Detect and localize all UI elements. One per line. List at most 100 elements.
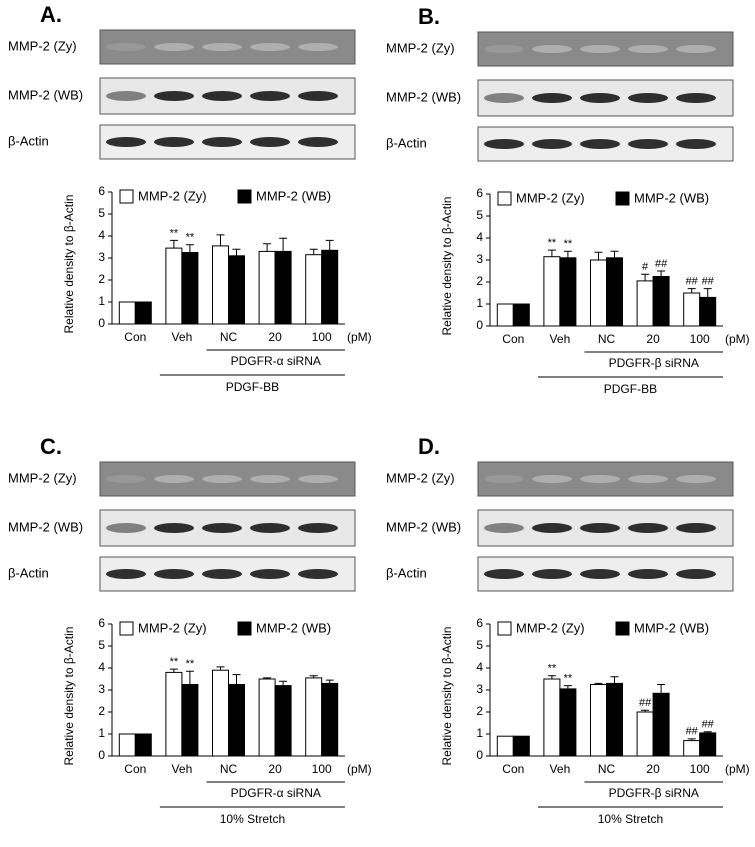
blot-band [676, 93, 716, 103]
panel: C. MMP-2 (Zy) MMP-2 (WB) β-Actin 0 1 2 3 4 5 6 Rela… [8, 434, 372, 826]
blot-band [250, 523, 290, 533]
error-bar [641, 709, 650, 712]
unit-label: (pM) [725, 762, 750, 776]
y-tick-label: 0 [476, 748, 483, 762]
blot-band [154, 569, 194, 579]
treatment-label: 10% Stretch [598, 812, 663, 826]
x-tick-label: 100 [312, 330, 332, 344]
blot-band [250, 43, 290, 51]
error-bar [185, 244, 194, 253]
blot-band [298, 523, 338, 533]
y-axis-label: Relative density to β-Actin [440, 197, 454, 336]
bar [606, 257, 623, 327]
bar [559, 257, 577, 327]
y-tick-label: 3 [476, 682, 483, 696]
legend-label: MMP-2 (WB) [256, 620, 331, 635]
blot-label: MMP-2 (Zy) [8, 470, 77, 485]
error-bar [169, 668, 178, 673]
bar [305, 677, 323, 757]
blot-band [580, 569, 620, 579]
bar [683, 740, 701, 757]
blot-band [628, 93, 668, 103]
bar [652, 276, 670, 327]
panel: A. MMP-2 (Zy) MMP-2 (WB) β-Actin 0 1 2 3 4 5 6 Rela… [8, 2, 372, 394]
x-tick-label: Veh [550, 762, 571, 776]
y-tick-label: 0 [476, 318, 483, 332]
blot-band [628, 475, 668, 483]
group-label: PDGFR-β siRNA [609, 786, 699, 800]
blot-band [106, 43, 146, 51]
significance-label: ** [548, 663, 557, 675]
blot-band [484, 139, 524, 149]
blot-label: β-Actin [8, 133, 49, 148]
group-label: PDGFR-α siRNA [231, 354, 321, 368]
y-tick-label: 2 [476, 274, 483, 288]
x-tick-label: Con [124, 762, 146, 776]
blot-band [580, 523, 620, 533]
unit-label: (pM) [725, 332, 750, 346]
blot-band [106, 523, 146, 533]
blot-label: β-Actin [386, 135, 427, 150]
legend-swatch [615, 191, 630, 206]
y-tick-label: 5 [476, 638, 483, 652]
blot-band [202, 137, 242, 147]
blot-band [580, 475, 620, 483]
significance-label: ** [186, 658, 195, 670]
y-tick-label: 6 [476, 186, 483, 200]
blot-label: β-Actin [386, 565, 427, 580]
x-tick-label: NC [598, 762, 616, 776]
bar [118, 301, 136, 325]
blot-band [532, 139, 572, 149]
blot-label: MMP-2 (WB) [386, 519, 461, 534]
blot-band [250, 91, 290, 101]
blot-band [676, 45, 716, 53]
bar [543, 678, 561, 757]
blot-band [484, 523, 524, 533]
error-bar [263, 677, 272, 679]
y-axis-label: Relative density to β-Actin [440, 627, 454, 766]
x-tick-label: 20 [646, 332, 660, 346]
significance-label: ** [170, 656, 179, 668]
y-tick-label: 3 [98, 682, 105, 696]
panel: D. MMP-2 (Zy) MMP-2 (WB) β-Actin 0 1 2 3 4 5 6 Rela… [386, 434, 750, 826]
bar [118, 733, 136, 757]
legend-swatch [497, 191, 512, 206]
x-tick-label: 100 [690, 762, 710, 776]
blot-band [298, 43, 338, 51]
bar [652, 692, 670, 757]
y-tick-label: 6 [98, 616, 105, 630]
blot-band [532, 523, 572, 533]
bar [212, 669, 229, 757]
blot-band [298, 137, 338, 147]
bar [228, 684, 245, 757]
panel-label: D. [418, 434, 440, 459]
x-tick-label: 100 [312, 762, 332, 776]
y-tick-label: 1 [476, 726, 483, 740]
unit-label: (pM) [347, 762, 372, 776]
bar [165, 247, 183, 325]
treatment-label: 10% Stretch [220, 812, 285, 826]
x-tick-label: Con [124, 330, 146, 344]
blot-band [154, 523, 194, 533]
bar [590, 684, 607, 757]
error-bar [232, 674, 241, 685]
blot-band [676, 569, 716, 579]
error-bar [185, 670, 194, 685]
error-bar [687, 288, 696, 293]
bar [559, 688, 577, 757]
y-tick-label: 4 [476, 230, 483, 244]
legend-label: MMP-2 (Zy) [138, 620, 207, 635]
bar [636, 711, 654, 757]
treatment-label: PDGF-BB [226, 380, 279, 394]
blot-label: MMP-2 (WB) [8, 519, 83, 534]
bar [258, 250, 276, 325]
blot-band [580, 45, 620, 53]
y-tick-label: 5 [98, 638, 105, 652]
bar [699, 296, 717, 327]
significance-label: ** [548, 237, 557, 249]
error-bar [263, 243, 272, 252]
blot-band [202, 43, 242, 51]
bar [496, 735, 514, 757]
error-bar [309, 675, 318, 678]
x-tick-label: 20 [268, 762, 282, 776]
